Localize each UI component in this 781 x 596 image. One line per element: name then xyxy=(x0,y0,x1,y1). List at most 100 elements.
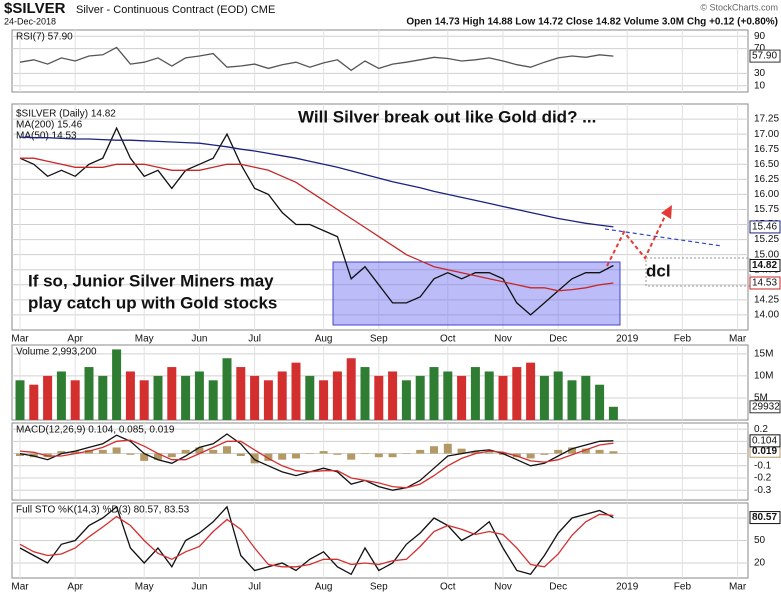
histogram-bar xyxy=(485,452,494,454)
value-tag: 15.46 xyxy=(752,222,777,233)
volume-bar xyxy=(443,371,453,420)
histogram-bar xyxy=(236,453,245,456)
histogram-bar xyxy=(416,449,425,454)
x-tick-label: Mar xyxy=(11,582,29,593)
volume-bar xyxy=(319,380,329,420)
x-tick-label: Jun xyxy=(191,334,207,345)
volume-bar xyxy=(112,349,122,420)
volume-bar xyxy=(388,371,398,420)
volume-bar xyxy=(401,380,411,420)
histogram-bar xyxy=(443,443,452,454)
credit: © StockCharts.com xyxy=(700,2,778,12)
histogram-bar xyxy=(554,449,563,454)
value-tag-box xyxy=(749,49,781,63)
value-tag: 14.53 xyxy=(752,278,777,289)
value-tag-box xyxy=(749,434,781,448)
x-tick-label: Aug xyxy=(315,334,333,345)
series-line xyxy=(20,157,614,292)
y-tick-label: 14.00 xyxy=(754,310,779,321)
y-tick-label: 14.25 xyxy=(754,295,779,306)
y-tick-label: 16.25 xyxy=(754,174,779,185)
y-tick-label: 5M xyxy=(754,393,768,404)
value-tag: 29932 xyxy=(752,401,780,412)
series-line xyxy=(19,433,614,491)
series-line xyxy=(19,46,614,72)
y-tick-label: 16.00 xyxy=(754,189,779,200)
value-tag: 80.57 xyxy=(752,512,777,523)
x-tick-label: Oct xyxy=(440,582,456,593)
histogram-bar xyxy=(333,453,342,455)
quote: Open 14.73 High 14.88 Low 14.72 Close 14… xyxy=(406,17,778,28)
volume-bar xyxy=(553,371,563,420)
series-line xyxy=(19,505,614,576)
panel-title: RSI(7) 57.90 xyxy=(16,32,73,43)
arrow-head xyxy=(661,205,672,219)
panel-title: MACD(12,26,9) 0.104, 0.085, 0.019 xyxy=(16,425,175,436)
histogram-bar xyxy=(361,453,369,455)
volume-bar xyxy=(153,375,163,420)
histogram-bar xyxy=(347,453,356,460)
histogram-bar xyxy=(167,453,176,458)
volume-bar xyxy=(374,375,384,420)
histogram-bar xyxy=(71,451,80,454)
x-tick-label: Oct xyxy=(440,334,456,345)
y-tick-label: 15M xyxy=(754,348,773,359)
volume-bar xyxy=(512,367,522,420)
histogram-bar xyxy=(471,451,480,454)
histogram-bar xyxy=(223,446,231,454)
y-tick-label: -0.1 xyxy=(754,460,772,471)
volume-bar xyxy=(498,375,508,420)
y-tick-label: 10M xyxy=(754,371,773,382)
x-tick-label: Mar xyxy=(11,334,29,345)
volume-bar xyxy=(415,375,425,420)
x-tick-label: Sep xyxy=(370,582,388,593)
histogram-bar xyxy=(526,453,535,459)
histogram-bar xyxy=(112,447,121,454)
x-tick-label: May xyxy=(135,582,154,593)
volume-bar xyxy=(15,380,25,420)
y-tick-label: -0.3 xyxy=(754,485,772,496)
volume-bar xyxy=(84,367,94,420)
overlay: 57.90 14.82 15.46 14.53 Will Silver break ou… xyxy=(19,49,781,525)
histogram-bar xyxy=(292,453,300,459)
histogram-bar xyxy=(374,453,383,458)
volume-bar xyxy=(457,375,467,420)
value-tag-box xyxy=(749,220,781,234)
panel-title: Volume 2,993,200 xyxy=(16,347,97,358)
x-tick-label: Mar xyxy=(729,582,747,593)
volume-bar xyxy=(581,375,591,420)
histogram-bar xyxy=(154,453,162,460)
value-tag-box xyxy=(749,276,781,290)
x-tick-label: Jul xyxy=(248,334,261,345)
y-tick-label: 15.25 xyxy=(754,234,779,245)
series-line xyxy=(19,126,614,316)
x-tick-label: Jul xyxy=(248,582,261,593)
annotation: dcl xyxy=(646,261,671,280)
value-tag-box xyxy=(749,259,781,273)
volume-bar xyxy=(332,371,342,420)
histogram-bar xyxy=(140,453,149,461)
x-tick-label: 2019 xyxy=(616,582,639,593)
volume-bar xyxy=(167,367,177,420)
x-tick-label: Nov xyxy=(494,334,512,345)
volume-bar xyxy=(181,375,191,420)
histogram-bar xyxy=(540,453,549,455)
volume-bar xyxy=(236,367,246,420)
histogram-bar xyxy=(402,453,411,455)
volume-bar xyxy=(291,362,301,420)
x-tick-label: Apr xyxy=(67,582,83,593)
histogram-bar xyxy=(126,453,135,455)
volume-bar xyxy=(208,380,218,420)
x-tick-label: Jun xyxy=(191,582,207,593)
volume-bar xyxy=(222,358,232,420)
y-tick-label: 0.2 xyxy=(754,424,768,435)
volume-bar xyxy=(526,362,536,420)
volume-bar xyxy=(29,384,39,420)
volume-bar xyxy=(608,406,618,420)
volume-bar xyxy=(567,380,577,420)
volume-bar xyxy=(56,371,66,420)
volume-bar xyxy=(277,371,287,420)
x-tick-label: May xyxy=(135,334,154,345)
histogram-bar xyxy=(430,446,438,454)
